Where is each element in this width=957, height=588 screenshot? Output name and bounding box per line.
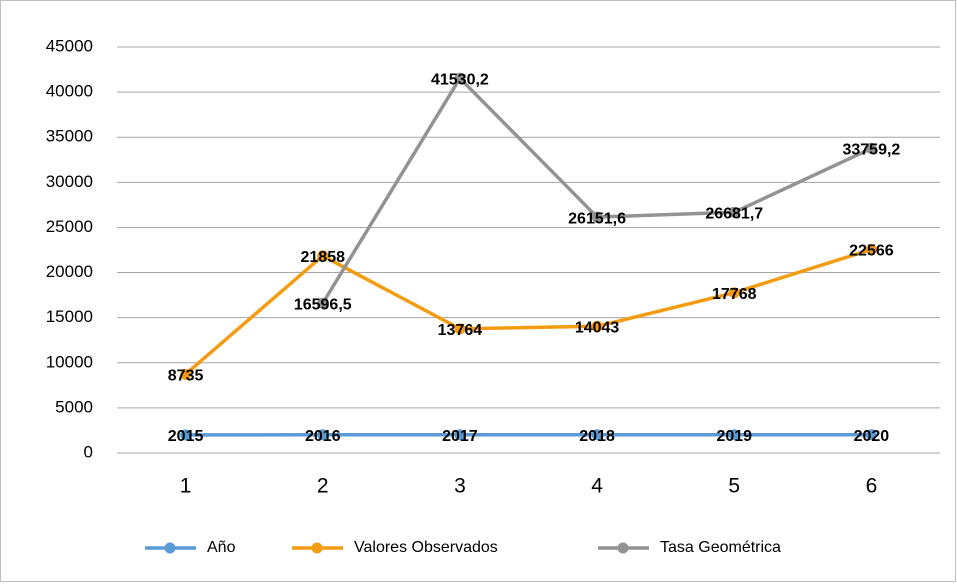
data-label: 2020 [854, 428, 890, 445]
legend-marker [618, 543, 629, 554]
x-tick-label: 5 [728, 475, 740, 498]
y-tick-label: 25000 [46, 217, 93, 236]
x-tick-label: 3 [454, 475, 466, 498]
x-tick-label: 2 [317, 475, 329, 498]
legend-marker [165, 543, 176, 554]
x-tick-label: 6 [866, 475, 878, 498]
y-tick-label: 10000 [46, 352, 93, 371]
data-label: 2018 [579, 428, 615, 445]
data-label: 16596,5 [294, 296, 352, 313]
data-label: 21858 [301, 249, 346, 266]
y-tick-label: 40000 [46, 82, 93, 101]
data-label: 2019 [716, 428, 752, 445]
data-label: 14043 [575, 320, 620, 337]
legend-label: Tasa Geométrica [660, 539, 781, 556]
y-tick-label: 15000 [46, 307, 93, 326]
data-label: 26151,6 [568, 210, 626, 227]
y-tick-label: 5000 [55, 397, 93, 416]
data-label: 13764 [438, 322, 483, 339]
y-tick-label: 20000 [46, 262, 93, 281]
data-label: 41530,2 [431, 72, 489, 89]
y-tick-label: 0 [84, 442, 93, 461]
legend-label: Año [207, 539, 236, 556]
y-tick-label: 35000 [46, 127, 93, 146]
data-label: 8735 [168, 367, 204, 384]
data-label: 17768 [712, 286, 757, 303]
data-label: 2017 [442, 428, 478, 445]
x-tick-label: 4 [591, 475, 603, 498]
y-tick-label: 30000 [46, 172, 93, 191]
legend-label: Valores Observados [354, 539, 498, 556]
data-label: 2015 [168, 428, 204, 445]
data-label: 2016 [305, 428, 341, 445]
legend-marker [312, 543, 323, 554]
data-label: 33759,2 [842, 142, 900, 159]
data-label: 22566 [849, 243, 894, 260]
data-label: 26681,7 [705, 205, 763, 222]
x-tick-label: 1 [180, 475, 192, 498]
y-tick-label: 45000 [46, 36, 93, 55]
